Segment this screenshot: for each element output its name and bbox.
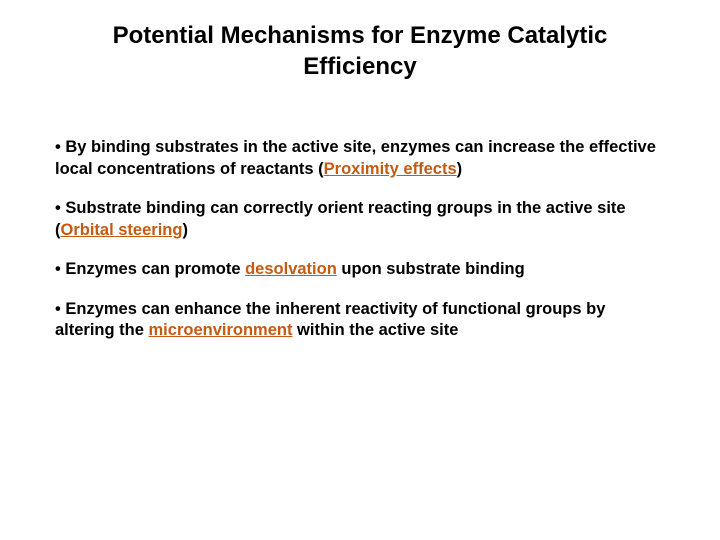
- bullet-text-post: upon substrate binding: [337, 260, 525, 278]
- bullet-item: • By binding substrates in the active si…: [55, 137, 665, 180]
- bullet-highlight: microenvironment: [149, 321, 293, 339]
- bullet-text-post: ): [182, 221, 188, 239]
- slide-title: Potential Mechanisms for Enzyme Catalyti…: [55, 20, 665, 82]
- bullet-item: • Enzymes can promote desolvation upon s…: [55, 259, 665, 280]
- bullet-highlight: Orbital steering: [61, 221, 183, 239]
- bullet-highlight: desolvation: [245, 260, 337, 278]
- bullet-text-pre: • Enzymes can promote: [55, 260, 245, 278]
- bullet-item: • Enzymes can enhance the inherent react…: [55, 299, 665, 342]
- bullet-highlight: Proximity effects: [324, 160, 457, 178]
- bullet-text-post: ): [457, 160, 463, 178]
- bullet-text-post: within the active site: [292, 321, 458, 339]
- bullet-item: • Substrate binding can correctly orient…: [55, 198, 665, 241]
